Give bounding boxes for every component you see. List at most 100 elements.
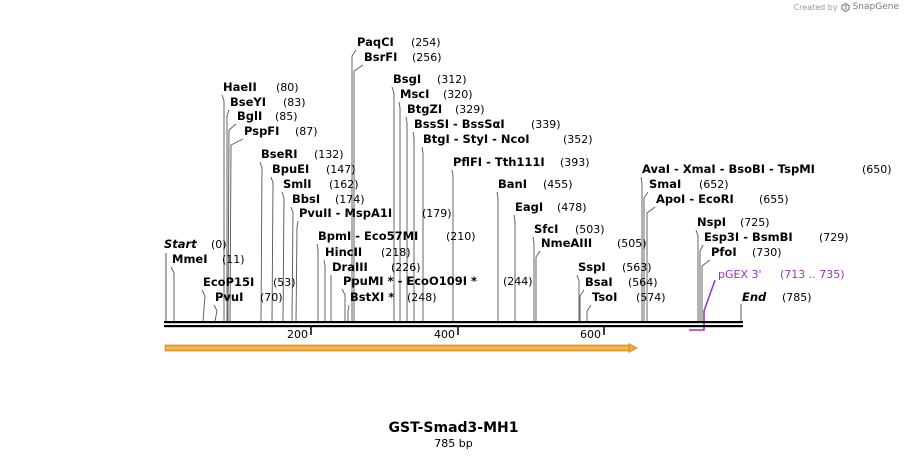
enzyme-leader-line <box>229 138 244 322</box>
snapgene-logo-icon <box>840 2 850 12</box>
enzyme-site-tsoi[interactable]: TsoI (574) <box>592 290 666 304</box>
enzyme-position: (563) <box>622 261 652 274</box>
enzyme-site-esp3i-bsmbi[interactable]: Esp3I - BsmBI (729) <box>704 230 849 244</box>
enzyme-site-sfci[interactable]: SfcI (503) <box>534 222 605 236</box>
enzyme-site-bani[interactable]: BanI (455) <box>498 177 573 191</box>
enzyme-site-avai-xmai-bsobi-tspmi[interactable]: AvaI - XmaI - BsoBI - TspMI (650) <box>642 162 892 176</box>
enzyme-site-hincii[interactable]: HincII (218) <box>325 245 411 259</box>
enzyme-site-pfoi[interactable]: PfoI (730) <box>711 245 782 259</box>
start-label: Start (0) <box>164 237 227 322</box>
enzyme-leader-line <box>513 214 516 321</box>
enzyme-site-pvuii-mspa1i[interactable]: PvuII - MspA1I (179) <box>299 206 452 220</box>
enzyme-site-bbsi[interactable]: BbsI (174) <box>292 192 365 206</box>
enzyme-site-draiii[interactable]: DraIII (226) <box>332 260 421 274</box>
enzyme-name: BseRI <box>261 147 298 161</box>
enzyme-name: BssSI - BssSαI <box>414 117 505 131</box>
enzyme-position: (83) <box>283 96 306 109</box>
enzyme-leader-line <box>405 116 408 321</box>
enzyme-name: EcoP15I <box>203 275 254 289</box>
enzyme-position: (53) <box>273 276 296 289</box>
enzyme-name: SmaI <box>649 177 681 191</box>
enzyme-site-apoi-ecori[interactable]: ApoI - EcoRI (655) <box>656 192 789 206</box>
start-label-pos: (0) <box>211 238 227 251</box>
enzyme-site-bpmi-eco57mi[interactable]: BpmI - Eco57MI (210) <box>318 229 476 243</box>
enzyme-leader-line <box>699 244 704 321</box>
enzyme-site-eagi[interactable]: EagI (478) <box>515 200 587 214</box>
enzyme-position: (329) <box>455 103 485 116</box>
enzyme-position: (248) <box>407 291 437 304</box>
enzyme-site-bstxi[interactable]: BstXI * (248) <box>350 290 437 304</box>
enzyme-name: TsoI <box>592 290 617 304</box>
enzyme-leader-line <box>695 229 699 321</box>
enzyme-site-bseri[interactable]: BseRI (132) <box>261 147 344 161</box>
enzyme-name: Esp3I - BsmBI <box>704 230 793 244</box>
enzyme-leader-line <box>576 274 580 321</box>
enzyme-name: PfoI <box>711 245 737 259</box>
enzyme-site-btgi-styi-ncoi[interactable]: BtgI - StyI - NcoI (352) <box>423 132 593 146</box>
enzyme-site-mmei[interactable]: MmeI (11) <box>172 252 245 266</box>
enzyme-leader-line <box>170 266 175 321</box>
enzyme-name: PflFI - Tth111I <box>453 155 545 169</box>
enzyme-leader-line <box>316 243 319 321</box>
enzyme-site-bsgi[interactable]: BsgI (312) <box>393 72 467 86</box>
enzyme-name: BstXI * <box>350 290 394 304</box>
feature-range: (713 .. 735) <box>780 268 845 281</box>
enzyme-position: (650) <box>862 163 892 176</box>
enzyme-position: (210) <box>446 230 476 243</box>
enzyme-position: (218) <box>381 246 411 259</box>
enzyme-name: BsgI <box>393 72 421 86</box>
enzyme-leader-line <box>353 64 364 321</box>
enzyme-leader-line <box>398 101 401 321</box>
enzyme-name: BglI <box>237 109 262 123</box>
enzyme-leader-line <box>532 236 535 321</box>
enzyme-site-ecop15i[interactable]: EcoP15I (53) <box>203 275 296 289</box>
enzyme-site-sspi[interactable]: SspI (563) <box>578 260 652 274</box>
enzyme-name: DraIII <box>332 260 368 274</box>
enzyme-site-bpuei[interactable]: BpuEI (147) <box>272 162 356 176</box>
enzyme-site-nmeaiii[interactable]: NmeAIII (505) <box>541 236 647 250</box>
enzyme-site-msci[interactable]: MscI (320) <box>400 87 473 101</box>
enzyme-leader-line <box>646 206 656 321</box>
enzyme-position: (87) <box>295 125 318 138</box>
enzyme-leader-lines <box>170 49 711 322</box>
enzyme-position: (312) <box>437 73 467 86</box>
enzyme-site-pflfi-tth111i[interactable]: PflFI - Tth111I (393) <box>453 155 590 169</box>
enzyme-position: (226) <box>391 261 421 274</box>
enzyme-name: PvuII - MspA1I <box>299 206 392 220</box>
enzyme-name: HincII <box>325 245 362 259</box>
enzyme-leader-line <box>227 123 237 322</box>
enzyme-site-pspfi[interactable]: PspFI (87) <box>244 124 318 138</box>
enzyme-leader-line <box>201 289 206 322</box>
enzyme-name: HaeII <box>223 80 257 94</box>
enzyme-site-haeii[interactable]: HaeII (80) <box>223 80 299 94</box>
tick-label-400: 400 <box>434 328 455 341</box>
enzyme-site-pvui[interactable]: PvuI (70) <box>215 290 283 304</box>
orf-arrow[interactable] <box>164 342 638 354</box>
enzyme-site-bsai[interactable]: BsaI (564) <box>585 275 658 289</box>
feature-pgex-3prime[interactable]: pGEX 3' (713 .. 735) <box>689 268 845 331</box>
enzyme-position: (254) <box>411 36 441 49</box>
enzyme-site-bsssi-bsssai[interactable]: BssSI - BssSαI (339) <box>414 117 561 131</box>
enzyme-site-bsrfi[interactable]: BsrFI (256) <box>364 50 442 64</box>
end-label-name: End <box>742 290 767 304</box>
enzyme-position: (505) <box>617 237 647 250</box>
enzyme-position: (244) <box>503 275 533 288</box>
enzyme-site-ppumi-ecoo109i[interactable]: PpuMI * - EcoO109I * (244) <box>343 274 533 288</box>
dna-backbone <box>164 321 743 328</box>
enzyme-leader-line <box>270 176 274 322</box>
enzyme-site-bseyi[interactable]: BseYI (83) <box>230 95 306 109</box>
enzyme-site-btgzi[interactable]: BtgZI (329) <box>407 102 485 116</box>
enzyme-site-paqci[interactable]: PaqCI (254) <box>357 35 441 49</box>
enzyme-site-smli[interactable]: SmlI (162) <box>283 177 359 191</box>
enzyme-site-bgli[interactable]: BglI (85) <box>237 109 298 123</box>
enzyme-site-smai[interactable]: SmaI (652) <box>649 177 729 191</box>
enzyme-name: PvuI <box>215 290 243 304</box>
enzyme-name: EagI <box>515 200 543 214</box>
enzyme-name: SfcI <box>534 222 558 236</box>
enzyme-site-nspi[interactable]: NspI (725) <box>697 215 770 229</box>
credit-prefix: Created by <box>793 2 838 12</box>
enzyme-leader-line <box>391 86 395 321</box>
enzyme-name: MscI <box>400 87 429 101</box>
enzyme-position: (256) <box>412 51 442 64</box>
